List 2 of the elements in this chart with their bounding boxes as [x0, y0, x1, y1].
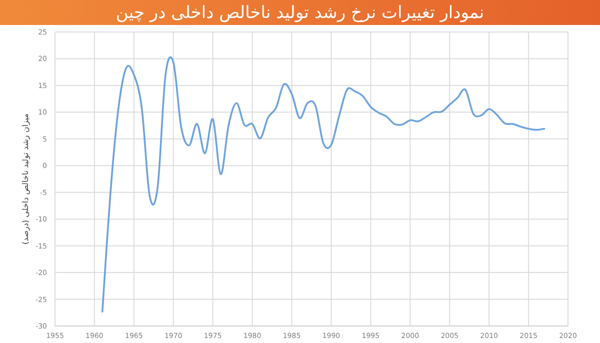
- chart-title: نمودار تغییرات نرخ رشد تولید ناخالص داخلی در چین: [116, 3, 484, 23]
- y-axis-title: میزان رشد تولید ناخالص داخلی (درصد): [21, 113, 30, 245]
